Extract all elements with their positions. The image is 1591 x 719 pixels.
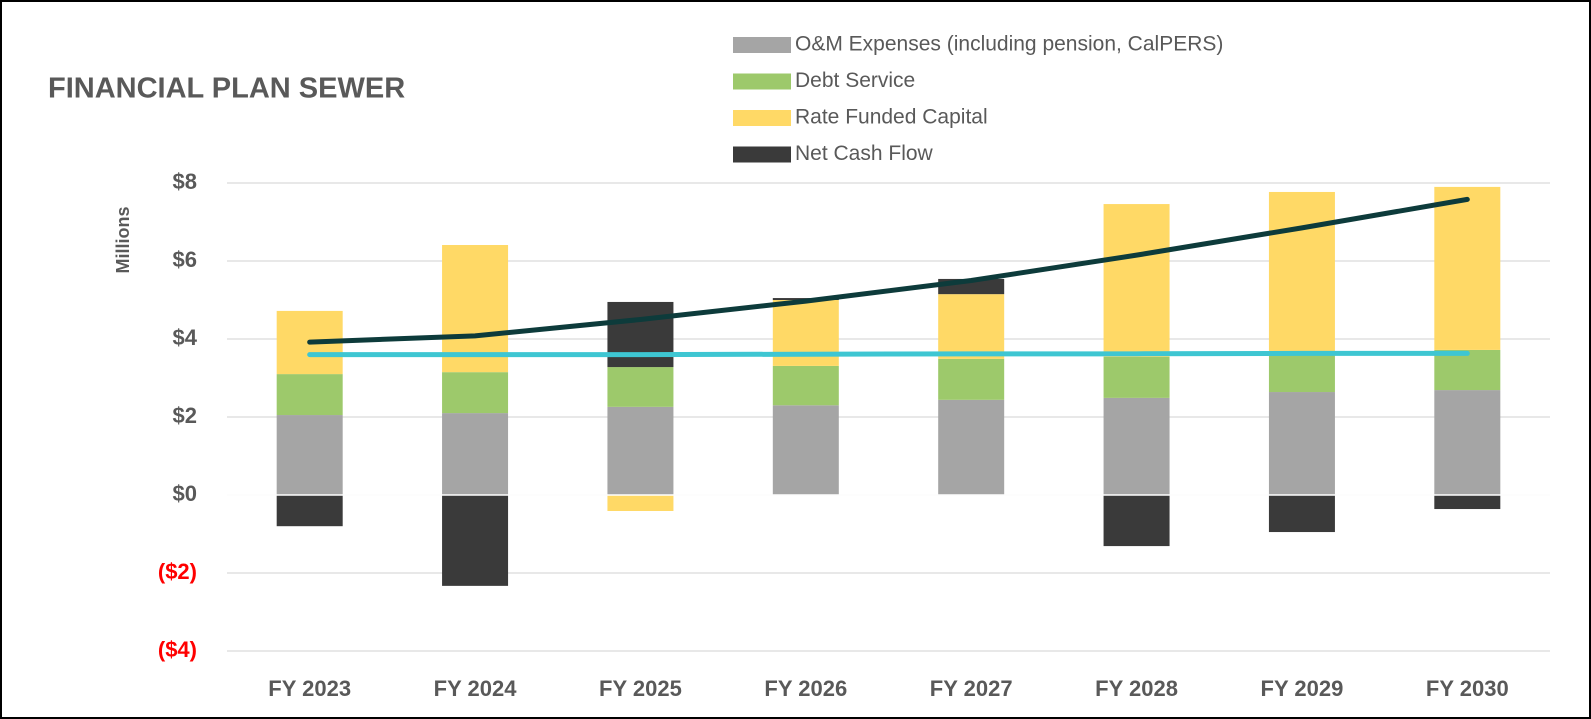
bar-segment: [1434, 186, 1501, 350]
line-series: [307, 350, 1470, 358]
bar-segment: [607, 301, 674, 368]
bar-segment: [772, 405, 839, 495]
y-tick-label: $4: [173, 325, 198, 350]
legend-swatch: [733, 73, 791, 90]
legend-swatch: [733, 110, 791, 126]
bar-segment: [1103, 495, 1170, 547]
bar-segment: [1103, 356, 1170, 398]
bar-segment: [607, 367, 674, 407]
bar-segment: [1434, 390, 1501, 495]
bar-segment: [772, 365, 839, 406]
bar-segment: [1268, 392, 1335, 495]
bar-segment: [607, 406, 674, 495]
y-tick-label: $0: [173, 481, 197, 506]
bar-segment: [938, 294, 1005, 359]
bar-segment: [276, 415, 343, 495]
y-tick-label: ($4): [158, 637, 197, 662]
line-series: [307, 196, 1470, 345]
bar-segment: [938, 358, 1005, 400]
legend-label: Net Cash Flow: [795, 142, 934, 165]
x-tick-label: FY 2028: [1095, 676, 1178, 701]
y-axis-label: Millions: [113, 207, 133, 274]
bar-segment: [442, 495, 509, 586]
y-tick-label: $8: [173, 169, 197, 194]
y-tick-label: $2: [173, 403, 197, 428]
bar-segment: [1268, 495, 1335, 533]
bar-segment: [1434, 349, 1501, 391]
bar-segment: [442, 413, 509, 495]
bar-segment: [1103, 397, 1170, 495]
bar-segment: [607, 495, 674, 511]
x-tick-label: FY 2026: [764, 676, 847, 701]
legend-swatch: [733, 146, 791, 163]
bar-segment: [442, 372, 509, 414]
bar-segment: [1268, 191, 1335, 355]
x-tick-label: FY 2024: [434, 676, 518, 701]
legend-label: O&M Expenses (including pension, CalPERS…: [795, 33, 1223, 56]
bar-segment: [1103, 204, 1170, 357]
bar-segment: [276, 495, 343, 527]
x-tick-label: FY 2023: [268, 676, 351, 701]
legend-label: Rate Funded Capital: [795, 106, 988, 129]
bar-segment: [442, 245, 509, 373]
x-tick-label: FY 2025: [599, 676, 682, 701]
bar-segment: [276, 374, 343, 416]
y-tick-label: ($2): [158, 559, 197, 584]
y-tick-label: $6: [173, 247, 197, 272]
legend-swatch: [733, 37, 791, 53]
bar-segment: [1434, 495, 1501, 510]
x-tick-label: FY 2030: [1426, 676, 1509, 701]
chart-title: FINANCIAL PLAN SEWER: [48, 73, 405, 105]
legend-label: Debt Service: [795, 69, 915, 92]
bar-segment: [938, 399, 1005, 495]
x-tick-label: FY 2027: [930, 676, 1013, 701]
bar-segment: [1268, 354, 1335, 393]
x-tick-label: FY 2029: [1261, 676, 1344, 701]
